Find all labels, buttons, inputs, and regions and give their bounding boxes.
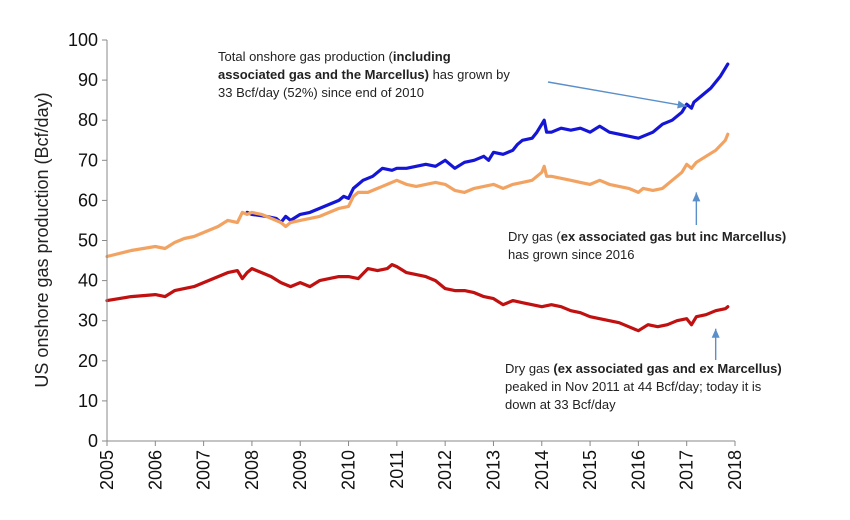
x-tick-label: 2016 [628,450,648,490]
x-tick-label: 2014 [532,450,552,490]
y-tick-label: 70 [78,150,98,170]
annotation-dry-gas-inc-marcellus: Dry gas (ex associated gas but inc Marce… [508,228,786,264]
annotation-text: has grown by [428,67,510,82]
annotation-line: peaked in Nov 2011 at 44 Bcf/day; today … [505,378,782,396]
arrow-total-head [677,100,687,109]
annotation-text: Total onshore gas production ( [218,49,393,64]
annotation-bold-text: associated gas and the Marcellus) [218,67,429,82]
x-tick-label: 2011 [387,450,407,489]
annotation-text: has grown since 2016 [508,247,635,262]
annotation-line: Dry gas (ex associated gas but inc Marce… [508,228,786,246]
x-tick-label: 2012 [435,450,455,490]
annotation-text: Dry gas [505,361,554,376]
annotation-bold-text: (ex associated gas and ex Marcellus) [553,361,782,376]
x-tick-label: 2017 [677,450,697,490]
annotation-bold-text: ex associated gas but inc Marcellus) [560,229,787,244]
annotation-text: Dry gas ( [508,229,561,244]
plot-area [105,62,730,333]
annotation-bold-text: including [392,49,451,64]
arrow-total-shaft [547,81,687,107]
y-tick-label: 40 [78,271,98,291]
annotation-dry-gas-ex-marcellus: Dry gas (ex associated gas and ex Marcel… [505,360,782,414]
x-tick-label: 2005 [97,450,117,490]
x-tick-label: 2008 [242,450,262,490]
annotation-line: has grown since 2016 [508,246,786,264]
y-tick-label: 60 [78,190,98,210]
annotation-text: down at 33 Bcf/day [505,397,616,412]
axes: 0 10 20 30 40 50 60 70 80 90 100 2005 2006 2007 2008 20… [68,30,745,490]
y-axis-label: US onshore gas production (Bcf/day) [32,92,52,387]
annotation-line: Dry gas (ex associated gas and ex Marcel… [505,360,782,378]
x-tick-label: 2009 [290,450,310,490]
x-tick-label: 2015 [580,450,600,490]
arrow-dry-ex-head [711,328,720,338]
x-tick-label: 2013 [483,450,503,490]
y-tick-label: 30 [78,311,98,331]
annotation-text: 33 Bcf/day (52%) since end of 2010 [218,85,424,100]
y-tick-label: 50 [78,231,98,251]
y-tick-label: 20 [78,351,98,371]
x-tick-label: 2007 [194,450,214,490]
y-tick-label: 90 [78,70,98,90]
annotation-arrows [547,81,720,360]
annotation-total-production: Total onshore gas production (including a… [218,48,510,102]
y-tick-label: 10 [78,391,98,411]
annotation-text: peaked in Nov 2011 at 44 Bcf/day; today … [505,379,762,394]
x-tick-label: 2018 [725,450,745,490]
series-line-1 [245,62,730,225]
annotation-line: down at 33 Bcf/day [505,396,782,414]
series-line-3 [105,263,730,333]
annotation-line: Total onshore gas production (including [218,48,510,66]
x-tick-label: 2006 [145,450,165,490]
annotation-line: associated gas and the Marcellus) has gr… [218,66,510,84]
arrow-dry-inc-head [692,192,701,202]
series-line-2 [105,132,730,259]
y-tick-label: 100 [68,30,98,50]
annotation-line: 33 Bcf/day (52%) since end of 2010 [218,84,510,102]
x-tick-label: 2010 [339,450,359,490]
y-tick-label: 80 [78,110,98,130]
y-tick-label: 0 [88,431,98,451]
